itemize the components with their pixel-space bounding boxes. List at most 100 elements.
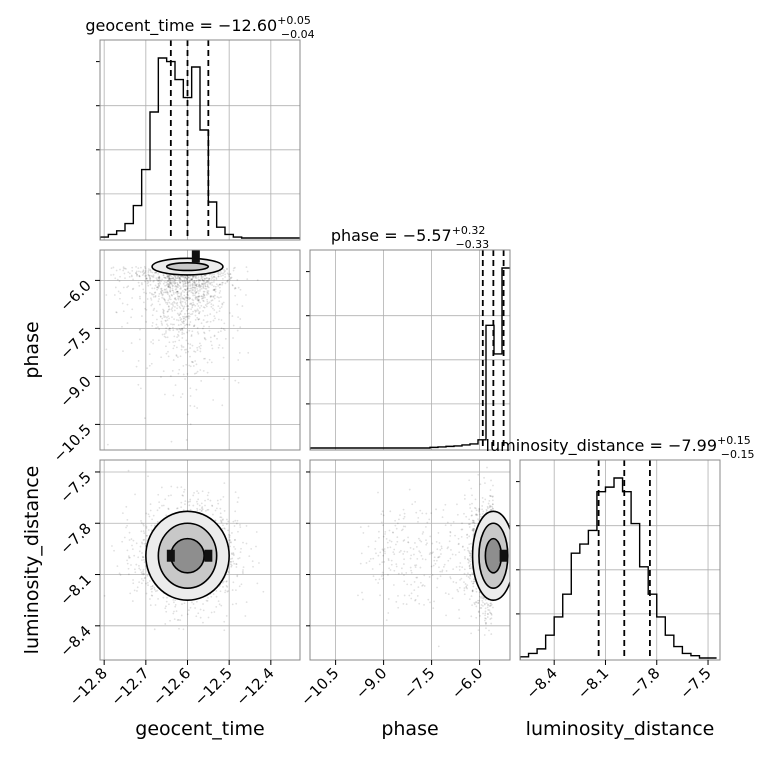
- scatter-point: [162, 309, 165, 312]
- scatter-point: [193, 276, 195, 278]
- scatter-point: [193, 303, 195, 306]
- scatter-point: [145, 308, 148, 311]
- scatter-point: [221, 278, 224, 280]
- scatter-point: [156, 286, 158, 289]
- scatter-point: [431, 542, 434, 545]
- scatter-point: [458, 617, 461, 620]
- scatter-point: [175, 319, 178, 321]
- scatter-point: [202, 279, 204, 282]
- scatter-point: [211, 281, 213, 284]
- scatter-point: [166, 282, 169, 285]
- scatter-point: [213, 289, 216, 292]
- scatter-point: [167, 308, 170, 311]
- scatter-point: [211, 347, 214, 350]
- scatter-point: [245, 294, 247, 296]
- scatter-point: [150, 297, 152, 300]
- scatter-point: [155, 323, 158, 326]
- scatter-point: [202, 282, 205, 285]
- scatter-point: [221, 283, 223, 286]
- scatter-point: [113, 549, 115, 552]
- scatter-point: [483, 619, 486, 622]
- scatter-point: [484, 612, 487, 615]
- scatter-point: [473, 522, 476, 525]
- scatter-point: [395, 565, 398, 568]
- scatter-point: [186, 613, 189, 616]
- scatter-point: [195, 615, 198, 618]
- scatter-point: [140, 530, 143, 533]
- density-contour: [165, 262, 210, 272]
- scatter-point: [192, 286, 195, 289]
- scatter-point: [213, 294, 216, 297]
- scatter-point: [154, 271, 157, 274]
- scatter-point: [405, 571, 408, 574]
- scatter-point: [202, 293, 205, 296]
- scatter-point: [410, 597, 413, 600]
- scatter-point: [176, 276, 179, 278]
- scatter-point: [224, 337, 227, 340]
- scatter-point: [191, 278, 193, 281]
- scatter-point: [489, 489, 492, 491]
- scatter-point: [217, 273, 220, 276]
- scatter-point: [473, 527, 475, 530]
- scatter-point: [180, 275, 183, 278]
- scatter-point: [199, 288, 201, 291]
- scatter-point: [207, 292, 210, 295]
- scatter-point: [183, 317, 185, 320]
- scatter-point: [419, 566, 422, 569]
- scatter-point: [436, 548, 439, 551]
- scatter-point: [164, 284, 167, 287]
- scatter-point: [234, 538, 236, 541]
- scatter-point: [175, 355, 178, 357]
- scatter-point: [177, 277, 179, 280]
- scatter-point: [181, 337, 184, 339]
- scatter-point: [184, 284, 187, 287]
- scatter-point: [163, 280, 166, 283]
- scatter-point: [178, 368, 181, 371]
- scatter-point: [461, 546, 464, 548]
- scatter-point: [202, 287, 205, 290]
- scatter-point: [198, 312, 200, 315]
- scatter-point: [470, 550, 473, 552]
- scatter-point: [145, 274, 148, 277]
- scatter-point: [206, 314, 209, 317]
- scatter-point: [231, 603, 234, 606]
- scatter-point: [203, 282, 206, 285]
- scatter-point: [262, 590, 265, 593]
- scatter-point: [227, 520, 230, 523]
- scatter-point: [226, 268, 228, 271]
- scatter-point: [225, 523, 228, 526]
- scatter-point: [397, 594, 399, 597]
- scatter-point: [210, 278, 213, 281]
- scatter-point: [488, 609, 491, 612]
- scatter-point: [258, 562, 260, 564]
- scatter-point: [195, 296, 198, 299]
- scatter-point: [59, 288, 61, 290]
- scatter-point: [194, 291, 197, 294]
- scatter-point: [217, 346, 220, 349]
- scatter-point: [174, 279, 177, 282]
- scatter-point: [126, 559, 128, 562]
- scatter-point: [189, 606, 192, 609]
- scatter-point: [166, 275, 169, 278]
- scatter-point: [186, 373, 189, 375]
- scatter-point: [167, 286, 170, 288]
- scatter-point: [167, 315, 170, 318]
- scatter-point: [428, 553, 431, 556]
- scatter-point: [196, 509, 199, 512]
- scatter-point: [435, 540, 438, 543]
- scatter-point: [441, 570, 443, 573]
- scatter-point: [55, 285, 57, 287]
- scatter-point: [176, 328, 179, 331]
- scatter-point: [192, 504, 195, 507]
- scatter-point: [226, 267, 228, 270]
- scatter-point: [119, 297, 121, 300]
- scatter-point: [192, 494, 195, 497]
- scatter-point: [179, 312, 182, 315]
- scatter-point: [220, 272, 223, 275]
- scatter-point: [167, 310, 169, 313]
- scatter-point: [176, 290, 179, 293]
- scatter-point: [193, 287, 196, 289]
- scatter-point: [186, 304, 189, 307]
- scatter-point: [178, 339, 181, 342]
